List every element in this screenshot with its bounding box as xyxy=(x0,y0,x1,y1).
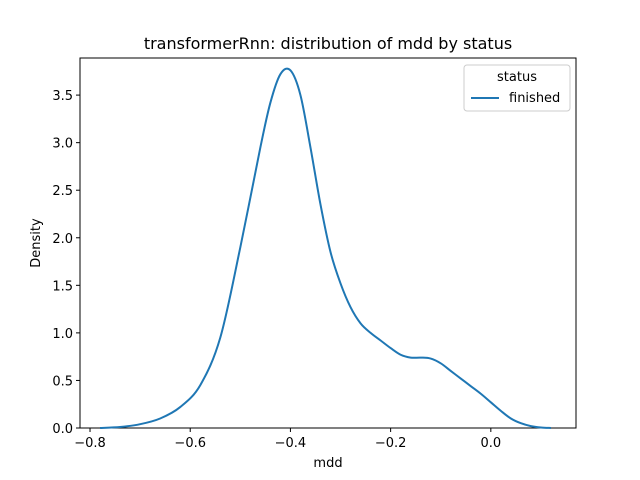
chart-title: transformerRnn: distribution of mdd by s… xyxy=(144,34,512,53)
x-tick-label: −0.4 xyxy=(275,436,307,451)
legend-title: status xyxy=(497,70,537,85)
x-tick-label: −0.8 xyxy=(74,436,106,451)
y-tick-label: 0.0 xyxy=(52,422,73,437)
x-tick-label: −0.2 xyxy=(375,436,407,451)
y-axis: 0.0 0.5 1.0 1.5 2.0 2.5 3.0 3.5 xyxy=(52,89,80,437)
y-tick-label: 0.5 xyxy=(52,374,73,389)
y-tick-label: 1.0 xyxy=(52,327,73,342)
x-axis-label: mdd xyxy=(313,456,342,471)
y-tick-label: 2.0 xyxy=(52,232,73,247)
y-tick-label: 3.5 xyxy=(52,89,73,104)
legend-box xyxy=(463,64,571,112)
legend: status finished xyxy=(463,64,571,112)
y-tick-label: 3.0 xyxy=(52,137,73,152)
y-tick-label: 1.5 xyxy=(52,279,73,294)
x-axis: −0.8 −0.6 −0.4 −0.2 0.0 xyxy=(74,428,501,451)
plot-area xyxy=(79,57,577,429)
legend-label-finished: finished xyxy=(509,91,560,106)
x-tick-label: 0.0 xyxy=(480,436,501,451)
x-tick-label: −0.6 xyxy=(174,436,206,451)
series-line-finished xyxy=(99,67,551,429)
y-tick-label: 2.5 xyxy=(52,184,73,199)
y-axis-label: Density xyxy=(29,218,44,268)
